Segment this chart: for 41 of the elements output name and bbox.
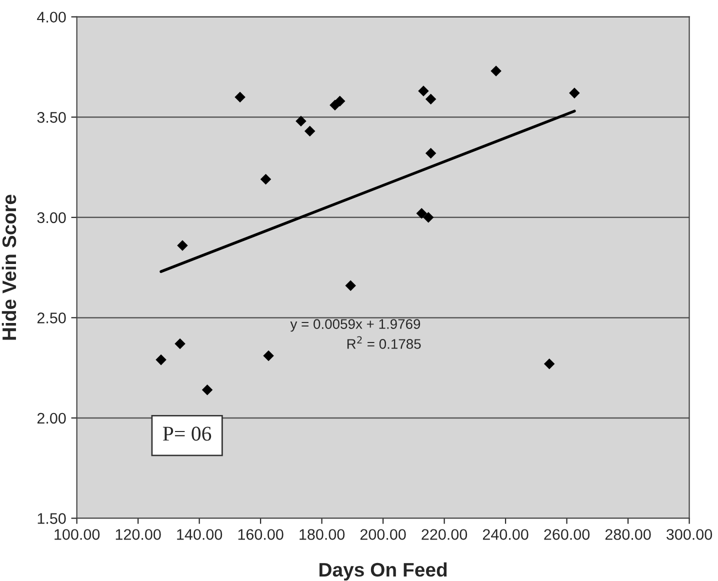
point [177,240,188,251]
point [304,126,316,137]
x-axis-title: Days On Feed [320,562,447,580]
point [416,208,428,219]
y-tick-label: 2.00 [37,412,66,424]
x-tick-label: 180.00 [300,529,345,540]
x-tick-label: 200.00 [360,529,406,540]
x-tick-label: 140.00 [177,529,222,540]
point [345,280,356,291]
x-tick-label: 240.00 [482,529,528,540]
point [263,350,274,362]
point [296,116,306,127]
point [334,96,346,106]
y-tick-label: 4.00 [37,12,66,23]
point [490,66,502,76]
point [234,92,246,102]
y-axis-title: Hide Vein Score [2,194,16,340]
point [544,358,555,370]
annotation: R$^{2}$ = 0.1785 [347,336,421,349]
point [260,174,272,185]
x-tick-label: 160.00 [238,529,284,540]
point [156,354,166,366]
point [422,212,434,223]
y-tick-label: 3.50 [37,112,66,123]
point [202,384,213,396]
x-tick-label: 260.00 [544,529,590,540]
point [425,94,436,104]
annotation: y = 0.0059x + 1.9769 [290,319,420,332]
point [418,86,429,96]
x-tick-label: 300.00 [666,529,712,540]
x-tick-label: 100.00 [54,529,100,540]
annotation: P= 06 [162,426,212,441]
x-tick-label: 120.00 [116,529,161,540]
y-tick-label: 1.50 [38,513,66,524]
y-tick-label: 3.00 [37,212,66,224]
x-tick-label: 280.00 [605,529,651,540]
point [174,338,186,350]
y-tick-label: 2.50 [37,312,66,324]
point [569,88,580,98]
point [425,148,436,159]
x-tick-label: 220.00 [422,529,468,540]
